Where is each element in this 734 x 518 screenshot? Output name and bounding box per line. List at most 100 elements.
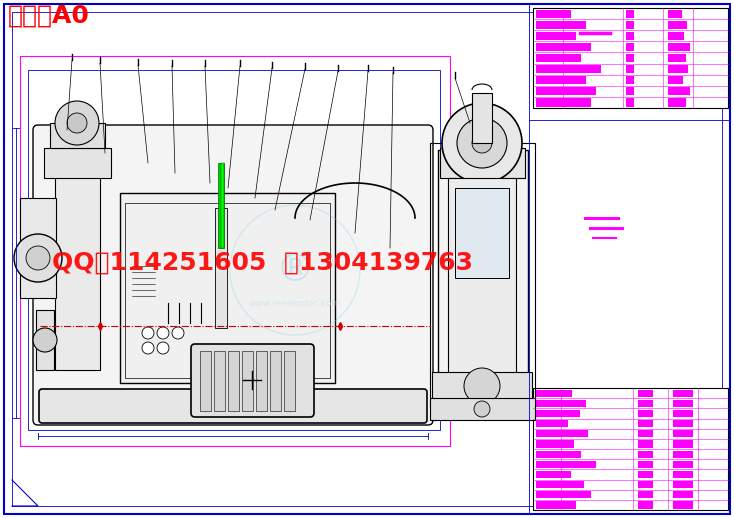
Bar bbox=[673, 390, 693, 397]
Bar bbox=[28, 70, 440, 430]
Bar bbox=[55, 150, 100, 370]
Bar bbox=[537, 42, 547, 50]
Bar bbox=[536, 420, 566, 427]
Bar bbox=[536, 98, 591, 107]
Bar bbox=[566, 54, 571, 62]
Bar bbox=[536, 440, 574, 448]
Bar bbox=[536, 481, 584, 488]
Bar bbox=[638, 451, 653, 458]
Circle shape bbox=[172, 327, 184, 339]
Bar bbox=[673, 471, 693, 478]
Bar bbox=[638, 491, 653, 498]
Circle shape bbox=[33, 236, 57, 260]
Bar bbox=[536, 501, 576, 509]
Bar bbox=[668, 65, 688, 73]
Bar bbox=[536, 21, 586, 28]
Bar bbox=[440, 148, 525, 178]
Bar bbox=[668, 43, 690, 51]
Bar bbox=[36, 310, 54, 370]
Bar bbox=[626, 98, 634, 107]
Bar bbox=[668, 87, 690, 95]
Circle shape bbox=[157, 342, 169, 354]
Bar bbox=[228, 351, 239, 411]
Bar bbox=[536, 451, 581, 458]
Bar bbox=[638, 471, 653, 478]
Bar bbox=[626, 9, 634, 18]
Circle shape bbox=[157, 327, 169, 339]
Bar bbox=[44, 148, 111, 178]
Bar bbox=[536, 65, 601, 73]
Bar bbox=[626, 65, 634, 73]
Bar bbox=[673, 461, 693, 468]
Bar bbox=[200, 351, 211, 411]
Bar bbox=[270, 351, 281, 411]
Bar bbox=[668, 21, 687, 28]
Circle shape bbox=[142, 327, 154, 339]
Bar bbox=[566, 32, 571, 40]
Circle shape bbox=[142, 342, 154, 354]
Bar bbox=[125, 203, 330, 378]
Bar bbox=[536, 430, 588, 437]
Bar bbox=[673, 491, 693, 498]
Bar bbox=[430, 398, 535, 420]
Circle shape bbox=[67, 113, 87, 133]
Bar bbox=[566, 87, 571, 95]
Bar bbox=[536, 32, 576, 40]
Bar bbox=[563, 430, 568, 437]
Bar bbox=[668, 9, 682, 18]
Bar bbox=[626, 87, 634, 95]
Bar bbox=[563, 471, 568, 478]
Bar bbox=[563, 451, 568, 458]
FancyBboxPatch shape bbox=[191, 344, 314, 417]
Bar bbox=[626, 43, 634, 51]
Bar bbox=[215, 208, 227, 328]
Circle shape bbox=[464, 368, 500, 404]
Bar bbox=[626, 54, 634, 62]
Bar bbox=[673, 481, 693, 488]
Bar bbox=[563, 440, 568, 448]
Bar bbox=[242, 351, 253, 411]
Bar bbox=[626, 32, 634, 40]
Bar bbox=[448, 178, 516, 373]
Circle shape bbox=[55, 101, 99, 145]
Bar bbox=[50, 123, 105, 148]
Bar bbox=[284, 351, 295, 411]
Bar bbox=[563, 501, 568, 509]
Bar bbox=[563, 400, 568, 407]
Bar bbox=[668, 76, 683, 84]
Bar bbox=[626, 21, 634, 28]
Bar bbox=[36, 218, 54, 278]
Bar bbox=[673, 451, 693, 458]
FancyBboxPatch shape bbox=[33, 125, 433, 425]
Bar bbox=[638, 430, 653, 437]
Bar bbox=[638, 410, 653, 417]
Bar bbox=[563, 481, 568, 488]
Circle shape bbox=[33, 328, 57, 352]
Bar bbox=[566, 21, 571, 28]
Bar bbox=[218, 163, 224, 248]
Bar bbox=[120, 193, 335, 383]
Bar bbox=[536, 43, 591, 51]
Bar bbox=[638, 420, 653, 427]
Text: 组装图A0: 组装图A0 bbox=[8, 4, 90, 28]
Bar bbox=[566, 76, 571, 84]
Bar bbox=[566, 65, 571, 73]
Bar bbox=[566, 98, 571, 107]
Bar bbox=[638, 481, 653, 488]
Bar bbox=[536, 461, 596, 468]
Circle shape bbox=[472, 133, 492, 153]
Text: ®: ® bbox=[275, 251, 314, 289]
Bar bbox=[221, 163, 224, 248]
Bar bbox=[536, 87, 596, 95]
Bar bbox=[533, 8, 728, 108]
Bar bbox=[673, 440, 693, 448]
Bar bbox=[536, 54, 581, 62]
Bar bbox=[536, 76, 586, 84]
Circle shape bbox=[14, 234, 62, 282]
Bar bbox=[438, 150, 528, 400]
Bar bbox=[638, 390, 653, 397]
Bar bbox=[455, 188, 509, 278]
Bar bbox=[673, 410, 693, 417]
Bar bbox=[536, 400, 586, 407]
Bar bbox=[563, 461, 568, 468]
